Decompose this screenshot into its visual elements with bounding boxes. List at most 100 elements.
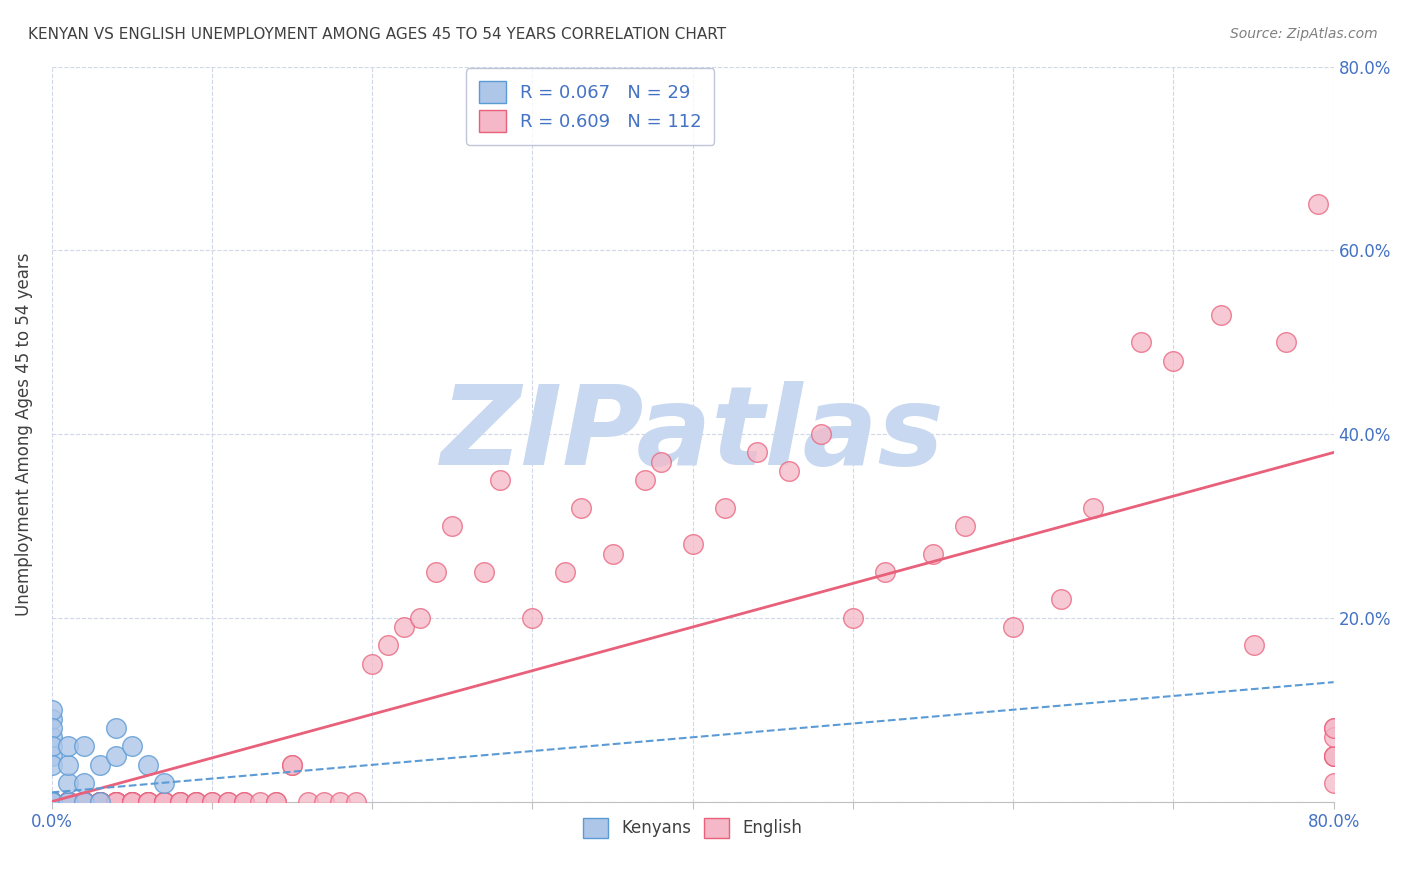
English: [41, 795, 63, 809]
English: [682, 537, 704, 551]
English: [281, 757, 304, 772]
English: [56, 795, 79, 809]
English: [650, 455, 672, 469]
English: [184, 795, 207, 809]
English: [281, 757, 304, 772]
Kenyans: [41, 795, 63, 809]
English: [184, 795, 207, 809]
English: [136, 795, 159, 809]
Legend: Kenyans, English: Kenyans, English: [576, 811, 810, 845]
Kenyans: [89, 795, 111, 809]
English: [553, 565, 575, 579]
Kenyans: [104, 748, 127, 763]
English: [1002, 620, 1025, 634]
English: [73, 795, 96, 809]
Kenyans: [136, 757, 159, 772]
English: [41, 795, 63, 809]
Y-axis label: Unemployment Among Ages 45 to 54 years: Unemployment Among Ages 45 to 54 years: [15, 252, 32, 615]
Kenyans: [41, 721, 63, 735]
English: [778, 464, 800, 478]
English: [425, 565, 447, 579]
Kenyans: [56, 776, 79, 790]
English: [136, 795, 159, 809]
English: [873, 565, 896, 579]
Text: Source: ZipAtlas.com: Source: ZipAtlas.com: [1230, 27, 1378, 41]
Kenyans: [41, 703, 63, 717]
English: [89, 795, 111, 809]
Kenyans: [41, 731, 63, 745]
English: [73, 795, 96, 809]
English: [89, 795, 111, 809]
English: [136, 795, 159, 809]
English: [810, 427, 832, 442]
English: [56, 795, 79, 809]
English: [842, 611, 865, 625]
Text: KENYAN VS ENGLISH UNEMPLOYMENT AMONG AGES 45 TO 54 YEARS CORRELATION CHART: KENYAN VS ENGLISH UNEMPLOYMENT AMONG AGE…: [28, 27, 727, 42]
English: [201, 795, 224, 809]
English: [121, 795, 143, 809]
English: [1323, 721, 1346, 735]
English: [169, 795, 191, 809]
English: [41, 795, 63, 809]
Kenyans: [56, 795, 79, 809]
English: [121, 795, 143, 809]
Kenyans: [56, 739, 79, 754]
English: [153, 795, 176, 809]
English: [361, 657, 384, 671]
English: [153, 795, 176, 809]
English: [249, 795, 271, 809]
English: [56, 795, 79, 809]
English: [56, 795, 79, 809]
English: [1306, 197, 1329, 211]
English: [153, 795, 176, 809]
English: [377, 639, 399, 653]
Text: ZIPatlas: ZIPatlas: [441, 381, 945, 488]
English: [104, 795, 127, 809]
English: [217, 795, 239, 809]
Kenyans: [153, 776, 176, 790]
Kenyans: [73, 776, 96, 790]
English: [89, 795, 111, 809]
English: [41, 795, 63, 809]
English: [121, 795, 143, 809]
English: [1130, 335, 1153, 350]
English: [329, 795, 352, 809]
English: [56, 795, 79, 809]
English: [314, 795, 336, 809]
English: [41, 795, 63, 809]
English: [73, 795, 96, 809]
English: [73, 795, 96, 809]
English: [953, 519, 976, 533]
English: [602, 547, 624, 561]
English: [233, 795, 256, 809]
English: [169, 795, 191, 809]
English: [489, 473, 512, 487]
English: [1163, 353, 1185, 368]
Kenyans: [121, 739, 143, 754]
English: [441, 519, 464, 533]
English: [297, 795, 319, 809]
English: [922, 547, 945, 561]
English: [169, 795, 191, 809]
English: [633, 473, 655, 487]
Kenyans: [41, 712, 63, 726]
English: [121, 795, 143, 809]
English: [344, 795, 367, 809]
English: [41, 795, 63, 809]
English: [104, 795, 127, 809]
English: [1323, 748, 1346, 763]
Kenyans: [41, 795, 63, 809]
English: [1323, 731, 1346, 745]
English: [1323, 748, 1346, 763]
English: [1243, 639, 1265, 653]
English: [217, 795, 239, 809]
English: [41, 795, 63, 809]
English: [153, 795, 176, 809]
English: [56, 795, 79, 809]
English: [73, 795, 96, 809]
English: [73, 795, 96, 809]
English: [1211, 308, 1233, 322]
English: [1083, 500, 1105, 515]
English: [104, 795, 127, 809]
English: [394, 620, 416, 634]
